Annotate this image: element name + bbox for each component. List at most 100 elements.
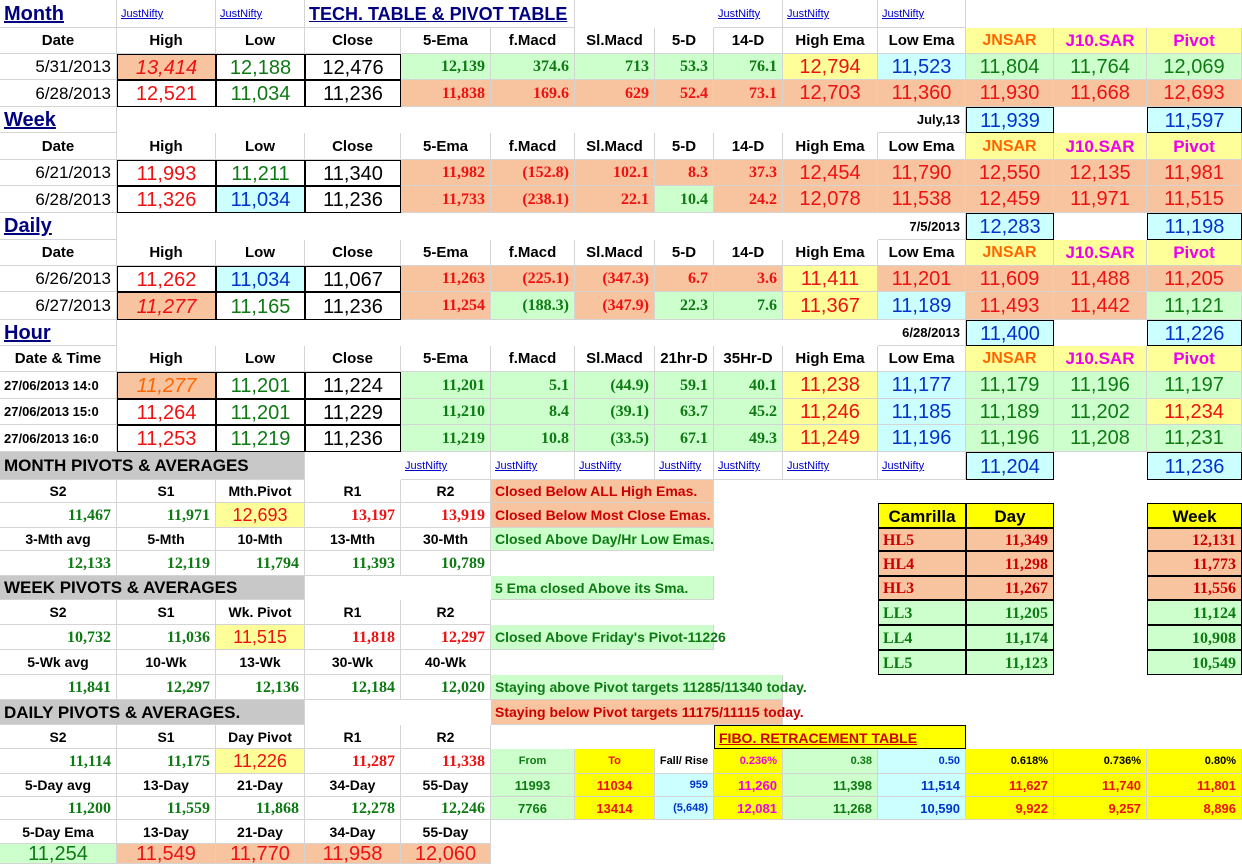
cell-r19-c11: Day — [966, 503, 1054, 528]
cell-r10-c7: 6.7 — [655, 266, 714, 292]
cell-r24-c3: 11,818 — [305, 625, 401, 650]
cell-r15-c11: 11,189 — [966, 399, 1054, 425]
cell-r31-c11: 9,922 — [966, 797, 1054, 820]
cell-r3-c1: 12,521 — [117, 80, 216, 107]
cell-r26-c5: Staying above Pivot targets 11285/11340 … — [491, 675, 807, 700]
cell-r3-c4: 11,838 — [401, 80, 491, 107]
cell-r17-c9[interactable]: JustNifty — [783, 452, 878, 480]
cell-r13-c4: 5-Ema — [401, 346, 491, 372]
cell-r20-c1: 5-Mth — [117, 528, 216, 551]
cell-r33-c0: 11,254 — [0, 844, 117, 864]
cell-r6-c11: 12,550 — [966, 160, 1054, 186]
cell-r31-c4: 12,246 — [401, 797, 491, 820]
cell-r30-c10: 11,514 — [878, 774, 966, 797]
cell-r6-c2: 11,211 — [216, 160, 305, 186]
cell-r15-c13: 11,234 — [1147, 399, 1242, 425]
cell-r6-c10: 11,790 — [878, 160, 966, 186]
cell-r8-c0: Daily — [0, 213, 117, 240]
cell-r29-c9: 0.38 — [783, 749, 878, 774]
cell-r14-c4: 11,201 — [401, 372, 491, 399]
cell-r17-c8[interactable]: JustNifty — [714, 452, 783, 480]
cell-r13-c8: 35Hr-D — [714, 346, 783, 372]
cell-r2-c11: 11,804 — [966, 54, 1054, 80]
cell-r16-c13: 11,231 — [1147, 425, 1242, 452]
cell-r26-c4: 12,020 — [401, 675, 491, 700]
cell-r19-c1: 11,971 — [117, 503, 216, 528]
cell-r19-c5: Closed Below Most Close Emas. — [491, 503, 714, 528]
cell-r14-c2: 11,201 — [216, 372, 305, 399]
cell-r5-c3: Close — [305, 133, 401, 160]
cell-r14-c1: 11,277 — [117, 372, 216, 399]
cell-r29-c1: 11,175 — [117, 749, 216, 774]
cell-r23-c10: LL3 — [878, 600, 966, 625]
cell-r5-c6: Sl.Macd — [575, 133, 655, 160]
cell-r24-c11: 11,174 — [966, 625, 1054, 650]
cell-r25-c2: 13-Wk — [216, 650, 305, 675]
cell-r11-c10: 11,189 — [878, 292, 966, 320]
cell-r9-c7: 5-D — [655, 240, 714, 266]
cell-r0-c10[interactable]: JustNifty — [878, 0, 966, 28]
cell-r3-c9: 12,703 — [783, 80, 878, 107]
cell-r29-c4: 11,338 — [401, 749, 491, 774]
cell-r25-c11: 11,123 — [966, 650, 1054, 675]
cell-r15-c4: 11,210 — [401, 399, 491, 425]
cell-r16-c8: 49.3 — [714, 425, 783, 452]
cell-r17-c6[interactable]: JustNifty — [575, 452, 655, 480]
cell-r11-c3: 11,236 — [305, 292, 401, 320]
cell-r17-c10[interactable]: JustNifty — [878, 452, 966, 480]
cell-r2-c4: 12,139 — [401, 54, 491, 80]
cell-r17-c5[interactable]: JustNifty — [491, 452, 575, 480]
cell-r2-c5: 374.6 — [491, 54, 575, 80]
cell-r2-c0: 5/31/2013 — [0, 54, 117, 80]
cell-r9-c6: Sl.Macd — [575, 240, 655, 266]
cell-r28-c8: FIBO. RETRACEMENT TABLE — [714, 725, 966, 749]
cell-r17-c4[interactable]: JustNifty — [401, 452, 491, 480]
cell-r12-c10: 6/28/2013 — [878, 320, 966, 346]
cell-r15-c8: 45.2 — [714, 399, 783, 425]
cell-r17-c7[interactable]: JustNifty — [655, 452, 714, 480]
cell-r6-c9: 12,454 — [783, 160, 878, 186]
cell-r26-c0: 11,841 — [0, 675, 117, 700]
cell-r16-c5: 10.8 — [491, 425, 575, 452]
cell-r9-c5: f.Macd — [491, 240, 575, 266]
cell-r15-c0: 27/06/2013 15:0 — [0, 399, 117, 425]
cell-r21-c10: HL4 — [878, 551, 966, 576]
cell-r3-c12: 11,668 — [1054, 80, 1147, 107]
cell-r10-c0: 6/26/2013 — [0, 266, 117, 292]
cell-r21-c2: 11,794 — [216, 551, 305, 576]
cell-r11-c11: 11,493 — [966, 292, 1054, 320]
cell-r7-c8: 24.2 — [714, 186, 783, 213]
cell-r23-c11: 11,205 — [966, 600, 1054, 625]
cell-r30-c13: 11,801 — [1147, 774, 1242, 797]
cell-r6-c6: 102.1 — [575, 160, 655, 186]
cell-r0-c1[interactable]: JustNifty — [117, 0, 216, 28]
cell-r28-c2: Day Pivot — [216, 725, 305, 749]
cell-r1-c2: Low — [216, 28, 305, 54]
cell-r5-c12: J10.SAR — [1054, 133, 1147, 160]
cell-r25-c4: 40-Wk — [401, 650, 491, 675]
cell-r20-c5: Closed Above Day/Hr Low Emas. — [491, 528, 714, 551]
cell-r6-c12: 12,135 — [1054, 160, 1147, 186]
cell-r25-c1: 10-Wk — [117, 650, 216, 675]
cell-r32-c3: 34-Day — [305, 820, 401, 844]
cell-r19-c2: 12,693 — [216, 503, 305, 528]
cell-r29-c5: From — [491, 749, 575, 774]
cell-r28-c1: S1 — [117, 725, 216, 749]
cell-r1-c9: High Ema — [783, 28, 878, 54]
cell-r9-c3: Close — [305, 240, 401, 266]
cell-r11-c6: (347.9) — [575, 292, 655, 320]
cell-r29-c10: 0.50 — [878, 749, 966, 774]
cell-r5-c5: f.Macd — [491, 133, 575, 160]
cell-r15-c2: 11,201 — [216, 399, 305, 425]
cell-r33-c4: 12,060 — [401, 844, 491, 864]
cell-r7-c9: 12,078 — [783, 186, 878, 213]
cell-r15-c9: 11,246 — [783, 399, 878, 425]
cell-r9-c2: Low — [216, 240, 305, 266]
cell-r0-c2[interactable]: JustNifty — [216, 0, 305, 28]
cell-r0-c8[interactable]: JustNifty — [714, 0, 783, 28]
cell-r29-c12: 0.736% — [1054, 749, 1147, 774]
cell-r16-c0: 27/06/2013 16:0 — [0, 425, 117, 452]
cell-r20-c10: HL5 — [878, 528, 966, 551]
cell-r6-c7: 8.3 — [655, 160, 714, 186]
cell-r0-c9[interactable]: JustNifty — [783, 0, 878, 28]
